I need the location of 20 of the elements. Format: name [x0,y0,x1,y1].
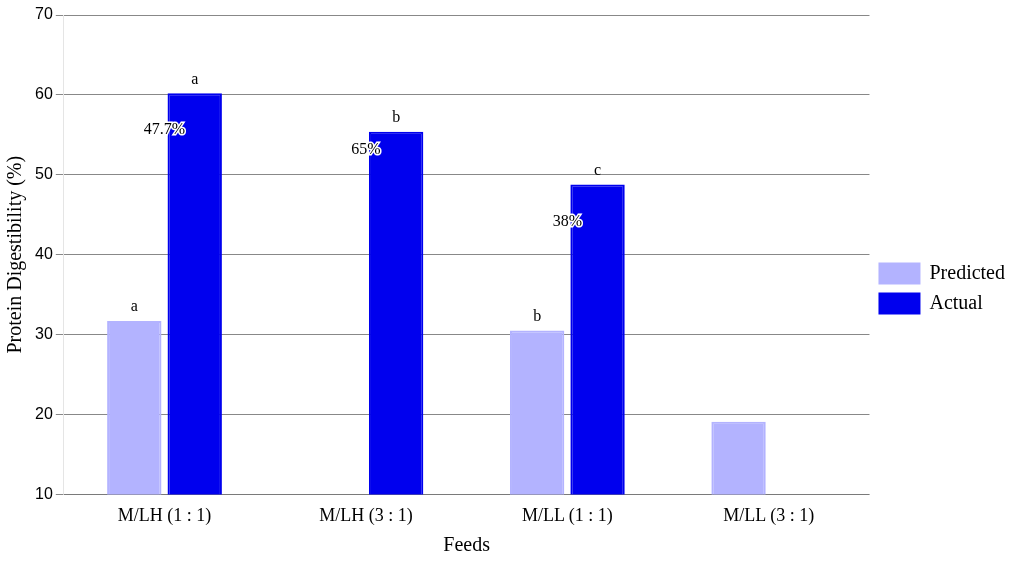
legend-label: Actual [929,290,984,313]
x-tick-label: M/LL (3 : 1) [723,504,815,526]
x-tick-label: M/LH (3 : 1) [319,504,413,526]
legend-label: Predicted [929,260,1005,283]
data-label: c [594,160,602,178]
y-tick-label: 20 [35,404,53,422]
y-tick-label: 30 [35,325,53,343]
data-label: b [533,306,542,324]
y-tick-label: 10 [35,484,53,502]
x-tick-label: M/LL (1 : 1) [521,504,613,526]
x-tick-label: M/LH (1 : 1) [117,504,212,526]
y-tick-label: 50 [35,165,53,183]
y-tick-label: 70 [35,5,53,23]
y-axis-title: Protein Digestibility (%) [3,155,27,354]
y-tick-label: 40 [35,245,53,263]
data-label: a [130,297,138,315]
data-label: b [392,107,401,125]
y-tick-label: 60 [35,85,53,103]
x-axis-title: Feeds [443,533,491,556]
data-label: a [191,69,199,87]
